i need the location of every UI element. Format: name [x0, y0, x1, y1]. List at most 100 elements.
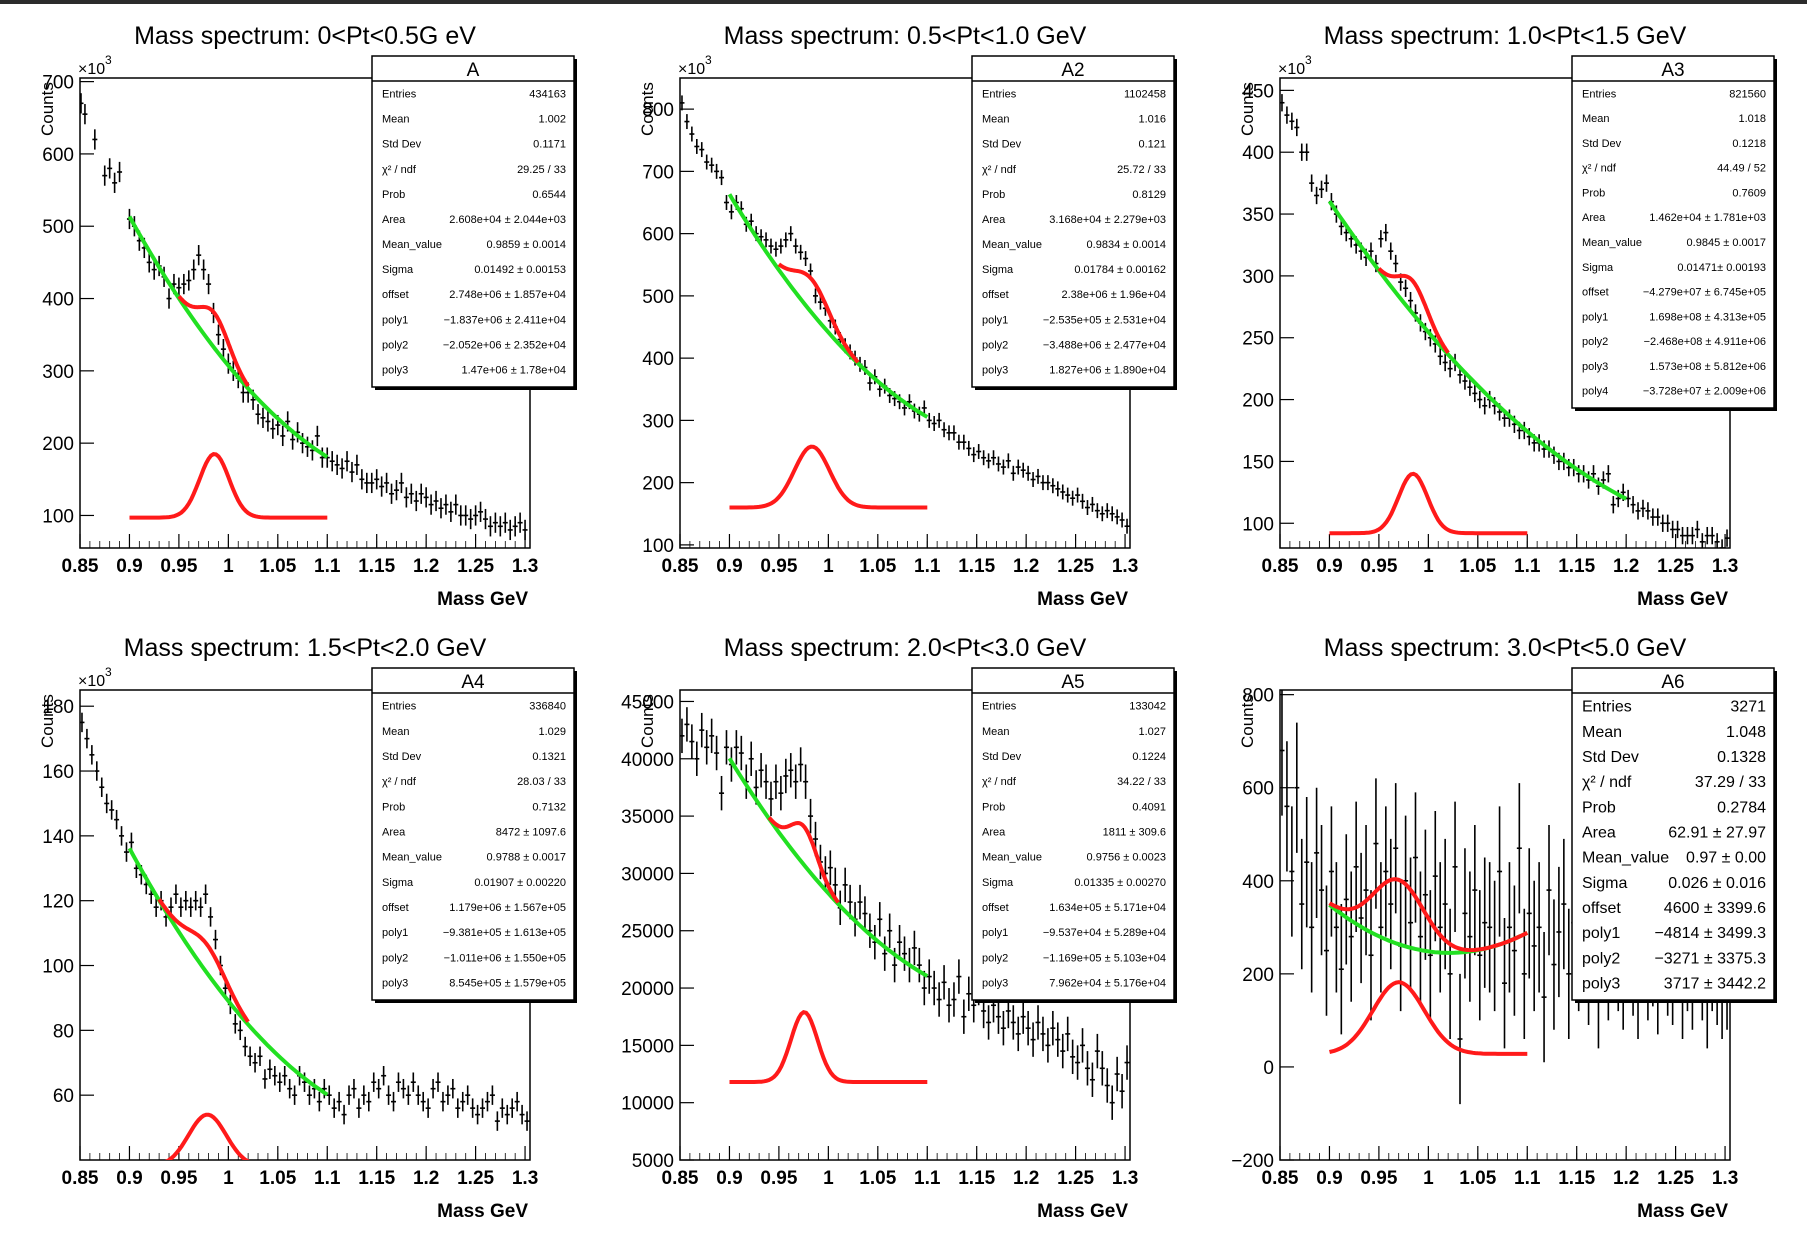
y-tick-label: 180 [42, 697, 74, 718]
stats-row-value: 37.29 / 33 [1695, 774, 1766, 791]
data-point [1368, 890, 1374, 1021]
stats-row-label: Mean_value [382, 239, 442, 251]
data-point [1442, 353, 1448, 372]
stats-row-value: 3.168e+04 ± 2.279e+03 [1049, 214, 1166, 226]
stats-row-value: 0.1328 [1717, 749, 1766, 766]
data-point [329, 451, 335, 472]
x-tick-label: 1.25 [457, 556, 494, 577]
data-point [827, 850, 833, 885]
stats-row-label: Sigma [982, 264, 1014, 276]
data-point [379, 476, 385, 497]
x-tick-label: 1.25 [457, 1168, 494, 1189]
data-point [995, 999, 1001, 1034]
data-point [1124, 518, 1130, 534]
stats-row-value: −2.468e+08 ± 4.911e+06 [1644, 336, 1766, 348]
y-tick-label: 200 [642, 474, 674, 495]
data-point [512, 516, 518, 537]
data-point [440, 1091, 446, 1112]
stats-row-label: Std Dev [982, 139, 1022, 151]
y-tick-label: 30000 [621, 864, 674, 885]
x-tick-label: 1 [223, 1168, 234, 1189]
data-point [410, 1072, 416, 1092]
data-point [1065, 1016, 1071, 1052]
x-tick-label: 1.1 [1514, 1168, 1541, 1189]
data-point [203, 884, 209, 904]
data-point [489, 1085, 495, 1105]
data-point [1556, 866, 1562, 998]
stats-row-label: poly3 [982, 364, 1008, 376]
data-point [262, 1069, 268, 1089]
data-point [482, 508, 488, 530]
y-tick-label: 100 [42, 506, 74, 527]
stats-row-value: 1102458 [1124, 89, 1166, 101]
x-tick-label: 1.1 [914, 1168, 941, 1189]
data-point [319, 447, 325, 468]
data-point [763, 764, 769, 799]
chart-title: Mass spectrum: 1.0<Pt<1.5 GeV [1324, 22, 1687, 50]
y-tick-label: 400 [1242, 872, 1274, 893]
x-tick-label: 1.05 [259, 556, 296, 577]
y-tick-label: 100 [42, 957, 74, 978]
x-tick-label: 1.3 [512, 556, 538, 577]
data-point [1373, 778, 1379, 909]
data-point [478, 501, 484, 522]
x-tick-label: 0.9 [116, 1168, 142, 1189]
data-point [951, 425, 957, 441]
data-point [458, 505, 464, 526]
data-point [1060, 484, 1066, 500]
data-point [465, 1085, 471, 1105]
stats-row-value: −3.728e+07 ± 2.009e+06 [1643, 386, 1766, 398]
data-point [1000, 1010, 1006, 1046]
data-point [475, 1104, 481, 1125]
chart-panel-6: Mass spectrum: 3.0<Pt<5.0 GeV 0.85 0.9 0.95… [1231, 634, 1777, 1222]
data-point [931, 416, 937, 431]
background-fit-curve [727, 757, 929, 978]
data-point [842, 867, 848, 903]
data-point [1541, 931, 1547, 1063]
x-tick-label: 1.2 [1013, 1168, 1039, 1189]
stats-row-label: poly1 [382, 927, 408, 939]
stats-box: A6 Entries 3271 Mean 1.048 Std Dev 0.1328 χ² / … [1571, 667, 1777, 1003]
stats-box-frame [971, 667, 1175, 1001]
stats-box-title: A3 [1661, 60, 1684, 81]
data-point [1645, 502, 1651, 520]
stats-row-label: Area [382, 214, 406, 226]
x-tick-label: 1.25 [1057, 556, 1094, 577]
y-tick-label: 40000 [621, 750, 674, 771]
data-point [778, 775, 784, 811]
y-tick-label: 35000 [621, 807, 674, 828]
stats-row-value: 1.027 [1138, 726, 1166, 738]
stats-row-label: Mean_value [1582, 850, 1669, 867]
stats-row-value: 133042 [1129, 701, 1166, 713]
y-tick-label: 25000 [621, 922, 674, 943]
stats-row-label: Sigma [382, 877, 414, 889]
data-point [1388, 838, 1394, 970]
data-point [976, 444, 982, 459]
data-point [173, 884, 179, 904]
y-axis-label: Counts [638, 82, 657, 136]
stats-row-label: poly3 [982, 977, 1008, 989]
data-point [94, 761, 100, 781]
stats-row-value: 0.1224 [1132, 751, 1166, 763]
x-tick-label: 1.1 [1514, 556, 1541, 577]
data-point [349, 461, 355, 483]
stats-row-value: 0.2784 [1717, 799, 1766, 816]
x-tick-label: 1 [223, 556, 234, 577]
data-point [1670, 520, 1676, 539]
stats-box: A4 Entries 336840 Mean 1.029 Std Dev 0.1321 χ² … [371, 667, 577, 1003]
data-point [183, 890, 189, 911]
y-multiplier-exponent: 3 [705, 53, 712, 67]
stats-row-label: χ² / ndf [382, 776, 417, 788]
x-tick-label: 0.85 [1262, 556, 1299, 577]
stats-box-frame [1571, 55, 1775, 409]
data-point [1482, 397, 1488, 415]
y-tick-label: 100 [642, 536, 674, 557]
stats-row-value: 1.698e+08 ± 4.313e+05 [1649, 311, 1766, 323]
stats-row-value: −1.837e+06 ± 2.411e+04 [444, 314, 566, 326]
data-point [193, 890, 199, 911]
data-point [1099, 1051, 1105, 1086]
data-point [314, 425, 320, 447]
data-point [1005, 453, 1011, 469]
data-point [257, 1046, 263, 1066]
